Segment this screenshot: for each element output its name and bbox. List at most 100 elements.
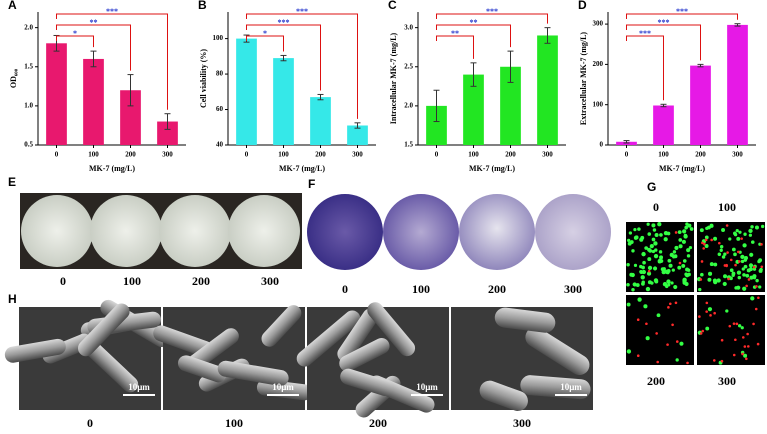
x-tick-label: 200 xyxy=(505,151,516,159)
live-cell xyxy=(682,277,687,282)
dead-cell xyxy=(667,306,670,309)
live-cell xyxy=(698,287,702,292)
live-cell xyxy=(656,313,661,318)
live-cell xyxy=(643,304,648,309)
live-cell xyxy=(663,230,669,236)
dead-cell xyxy=(655,332,658,335)
live-cell xyxy=(709,223,714,228)
caption: 300 xyxy=(513,416,531,430)
cell-rod xyxy=(217,360,289,386)
dead-cell xyxy=(712,359,716,362)
live-cell xyxy=(728,237,732,241)
dead-cell xyxy=(699,332,703,335)
live-cell xyxy=(681,239,686,244)
live-cell xyxy=(743,232,747,236)
live-cell xyxy=(723,274,728,279)
dead-cell xyxy=(674,301,678,305)
dead-cell xyxy=(718,241,721,245)
dead-cell xyxy=(701,241,704,245)
dead-cell xyxy=(645,322,648,326)
live-cell xyxy=(759,267,763,272)
live-cell xyxy=(686,268,691,272)
error-bar xyxy=(317,93,324,101)
significance-bracket xyxy=(56,13,168,110)
dead-cell xyxy=(734,263,737,267)
live-cell xyxy=(633,235,638,240)
significance-bracket xyxy=(436,13,548,24)
dead-cell xyxy=(746,332,749,336)
live-cell xyxy=(657,222,662,227)
caption: 0 xyxy=(60,274,66,288)
live-cell xyxy=(685,273,690,278)
dead-cell xyxy=(727,277,730,281)
live-cell xyxy=(740,259,745,264)
dead-cell xyxy=(747,278,751,281)
dead-cell xyxy=(656,360,659,364)
y-tick-label: 80 xyxy=(216,70,224,78)
live-cell xyxy=(707,307,713,312)
bar xyxy=(273,58,294,145)
live-cell xyxy=(731,273,735,277)
cell-rod xyxy=(4,338,66,363)
fluorescence-image xyxy=(697,222,765,292)
live-cell xyxy=(713,236,718,241)
cell-rod xyxy=(153,325,213,357)
x-axis-label: MK-7 (mg/L) xyxy=(279,164,325,173)
live-cell xyxy=(654,279,659,284)
dead-cell xyxy=(741,352,744,356)
dead-cell xyxy=(745,357,748,361)
dead-cell xyxy=(671,323,674,327)
x-tick-label: 0 xyxy=(55,151,59,159)
live-cell xyxy=(672,255,676,259)
dead-cell xyxy=(700,260,704,263)
live-cell xyxy=(672,250,677,254)
live-cell xyxy=(734,286,738,290)
cell-rod xyxy=(261,305,302,347)
live-cell xyxy=(626,282,630,287)
live-cell xyxy=(647,257,652,262)
dead-cell xyxy=(760,243,763,246)
live-cell xyxy=(647,271,652,276)
cell-rod xyxy=(340,368,393,396)
live-cell xyxy=(686,248,691,253)
x-tick-label: 100 xyxy=(278,151,289,159)
live-cell xyxy=(647,232,652,236)
significance-bracket xyxy=(436,35,474,59)
panel-label: B xyxy=(198,0,207,12)
caption: 200 xyxy=(369,416,387,430)
live-cell xyxy=(637,297,642,302)
live-cell xyxy=(666,269,671,273)
caption: 300 xyxy=(718,374,736,388)
live-cell xyxy=(639,269,643,274)
panel-label: G xyxy=(647,180,656,194)
live-cell xyxy=(678,238,683,242)
dead-cell xyxy=(756,342,760,346)
live-cell xyxy=(673,284,678,290)
dead-cell xyxy=(743,345,747,348)
x-tick-label: 200 xyxy=(695,151,706,159)
live-cell xyxy=(700,272,704,277)
error-bar xyxy=(734,23,741,27)
x-tick-label: 0 xyxy=(435,151,439,159)
cell-rod xyxy=(296,310,361,367)
error-bar xyxy=(354,122,361,129)
live-cell xyxy=(686,254,691,258)
significance-label: *** xyxy=(676,7,688,16)
caption: 300 xyxy=(261,274,279,288)
dead-cell xyxy=(704,238,708,242)
y-tick-label: 2.0 xyxy=(404,101,413,109)
cell-rod xyxy=(367,302,416,357)
dead-cell xyxy=(757,296,760,300)
live-cell xyxy=(678,244,683,249)
live-cell xyxy=(677,265,682,270)
bar xyxy=(426,105,447,145)
cell-rod xyxy=(520,375,591,400)
live-cell xyxy=(744,256,748,260)
x-tick-label: 300 xyxy=(732,151,743,159)
x-axis-label: MK-7 (mg/L) xyxy=(659,164,705,173)
y-tick-label: 100 xyxy=(593,100,604,108)
live-cell xyxy=(742,273,746,277)
live-cell xyxy=(752,267,757,271)
dead-cell xyxy=(720,359,724,363)
bar xyxy=(537,35,558,145)
